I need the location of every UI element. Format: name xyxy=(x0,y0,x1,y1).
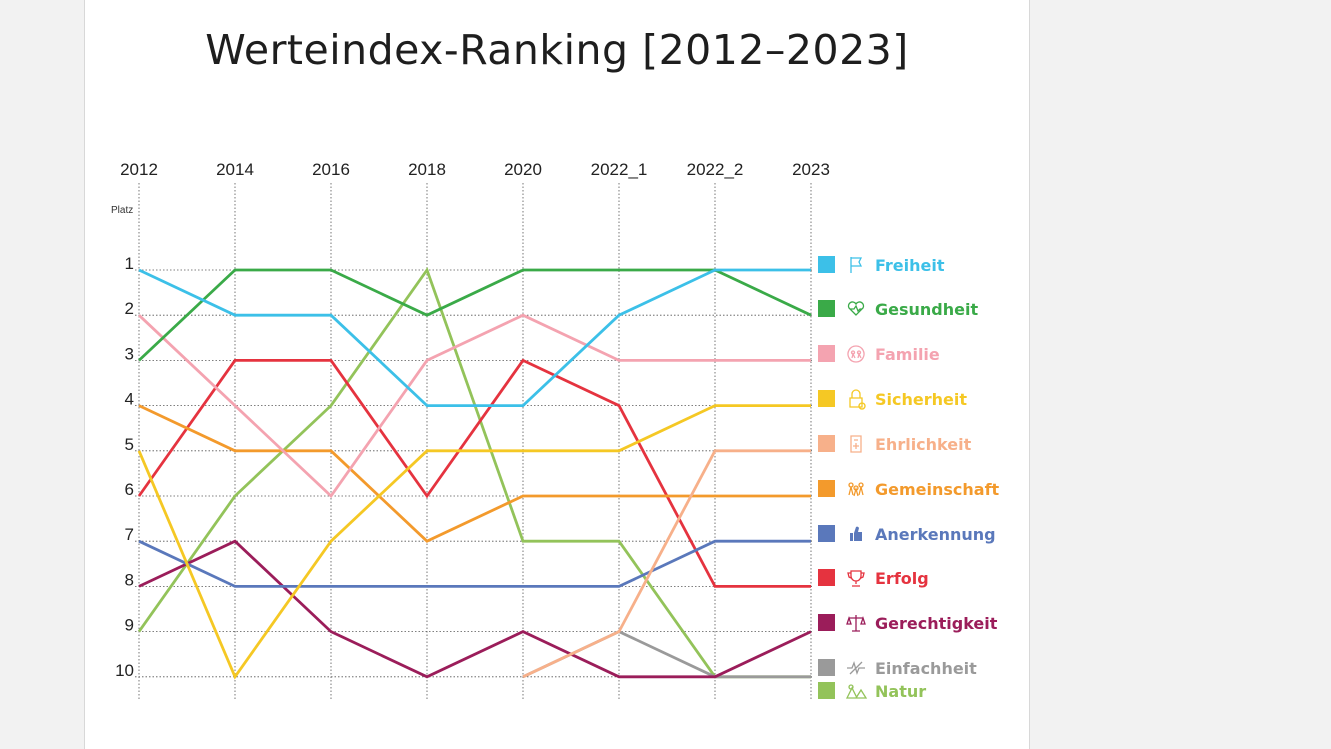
legend-item-familie: Familie xyxy=(818,345,940,364)
series-line-einfachheit xyxy=(522,630,811,679)
legend-swatch xyxy=(818,256,835,273)
legend-swatch xyxy=(818,659,835,676)
legend-label: Gesundheit xyxy=(875,300,978,319)
family-icon xyxy=(847,345,865,363)
legend-item-freiheit: Freiheit xyxy=(818,256,945,275)
x-tick-label: 2020 xyxy=(504,160,542,179)
legend-swatch xyxy=(818,569,835,586)
legend-item-natur: Natur xyxy=(818,682,926,701)
chart-sheet: Werteindex-Ranking [2012–2023] Platz 201… xyxy=(84,0,1030,749)
legend-label: Anerkennung xyxy=(875,525,996,544)
y-tick-label: 4 xyxy=(125,390,134,409)
series-line-familie xyxy=(138,313,811,499)
y-tick-label: 6 xyxy=(125,480,134,499)
scales-icon xyxy=(846,615,866,632)
y-tick-label: 8 xyxy=(125,570,134,589)
series-line-gerechtigkeit xyxy=(138,539,812,679)
x-tick-label: 2012 xyxy=(120,160,158,179)
y-tick-label: 10 xyxy=(115,661,134,680)
legend-swatch xyxy=(818,682,835,699)
legend-swatch xyxy=(818,390,835,407)
legend-swatch xyxy=(818,435,835,452)
y-tick-label: 5 xyxy=(125,435,134,454)
y-tick-label: 2 xyxy=(125,299,134,318)
legend-item-erfolg: Erfolg xyxy=(818,569,929,588)
x-tick-label: 2018 xyxy=(408,160,446,179)
chart-title: Werteindex-Ranking [2012–2023] xyxy=(205,26,909,74)
series-line-sicherheit xyxy=(137,404,811,680)
legend-swatch xyxy=(818,345,835,362)
x-tick-label: 2014 xyxy=(216,160,254,179)
y-tick-label: 7 xyxy=(125,525,134,544)
y-tick-label: 9 xyxy=(125,616,134,635)
legend-label: Gerechtigkeit xyxy=(875,614,998,633)
x-tick-label: 2022_1 xyxy=(591,160,648,179)
trophy-icon xyxy=(847,570,865,587)
legend-item-anerkennung: Anerkennung xyxy=(818,525,996,544)
legend-swatch xyxy=(818,525,835,542)
y-tick-label: 3 xyxy=(125,344,134,363)
legend-item-ehrlichkeit: Ehrlichkeit xyxy=(818,435,972,454)
heart-icon xyxy=(847,301,865,316)
series-line-anerkennung xyxy=(138,539,811,588)
legend-swatch xyxy=(818,300,835,317)
series-line-gemeinschaft xyxy=(138,404,811,543)
series-line-erfolg xyxy=(137,358,811,588)
series-line-natur xyxy=(137,266,811,679)
community-icon xyxy=(848,482,864,497)
y-tick-label: 1 xyxy=(125,254,134,273)
legend-swatch xyxy=(818,614,835,631)
legend-item-einfachheit: Einfachheit xyxy=(818,659,977,678)
legend-item-gesundheit: Gesundheit xyxy=(818,300,978,319)
x-tick-label: 2022_2 xyxy=(687,160,744,179)
series-line-freiheit xyxy=(138,268,811,408)
legend-label: Gemeinschaft xyxy=(875,480,1000,499)
y-axis-label: Platz xyxy=(111,205,133,216)
nature-icon xyxy=(845,684,868,699)
x-tick-label: 2016 xyxy=(312,160,350,179)
x-tick-label: 2023 xyxy=(792,160,830,179)
legend-label: Freiheit xyxy=(875,256,945,275)
legend-label: Ehrlichkeit xyxy=(875,435,972,454)
lock-icon xyxy=(849,389,866,410)
legend-item-gerechtigkeit: Gerechtigkeit xyxy=(818,614,998,633)
document-icon xyxy=(850,435,862,453)
legend-swatch xyxy=(818,480,835,497)
legend-label: Familie xyxy=(875,345,940,364)
legend-label: Erfolg xyxy=(875,569,929,588)
ranking-chart: Platz 2012 2014 2016 2018 2020 2022_1 2022_2 20… xyxy=(111,160,1000,701)
legend-label: Einfachheit xyxy=(875,659,977,678)
flag-icon xyxy=(850,257,863,273)
legend-label: Sicherheit xyxy=(875,390,967,409)
legend-item-sicherheit: Sicherheit xyxy=(818,389,967,410)
legend-label: Natur xyxy=(875,682,926,701)
series-line-gesundheit xyxy=(138,268,812,362)
series-line-ehrlichkeit xyxy=(522,449,811,679)
legend-item-gemeinschaft: Gemeinschaft xyxy=(818,480,1000,499)
thumbs-up-icon xyxy=(850,526,862,541)
simplicity-icon xyxy=(847,661,865,675)
